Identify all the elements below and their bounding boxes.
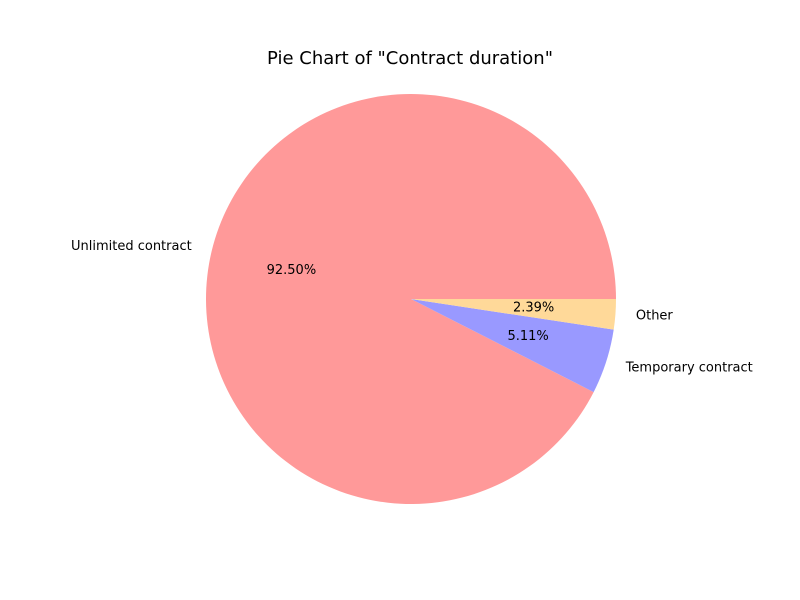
chart-title: Pie Chart of "Contract duration" bbox=[267, 48, 553, 69]
pie-labels: Unlimited contract 92.50% Temporary contra… bbox=[71, 239, 753, 376]
slice-label-2: Temporary contract bbox=[625, 360, 753, 375]
slice-label-1: Unlimited contract bbox=[71, 239, 192, 254]
slice-percent-label-1: 92.50% bbox=[267, 263, 317, 278]
pie-slice-2 bbox=[411, 299, 614, 393]
slice-percent-label-3: 2.39% bbox=[513, 301, 554, 316]
pie-slices bbox=[206, 94, 616, 504]
pie-slice-3 bbox=[411, 299, 616, 330]
slice-percent-label-2: 5.11% bbox=[507, 329, 548, 344]
slice-label-3: Other bbox=[636, 308, 674, 323]
